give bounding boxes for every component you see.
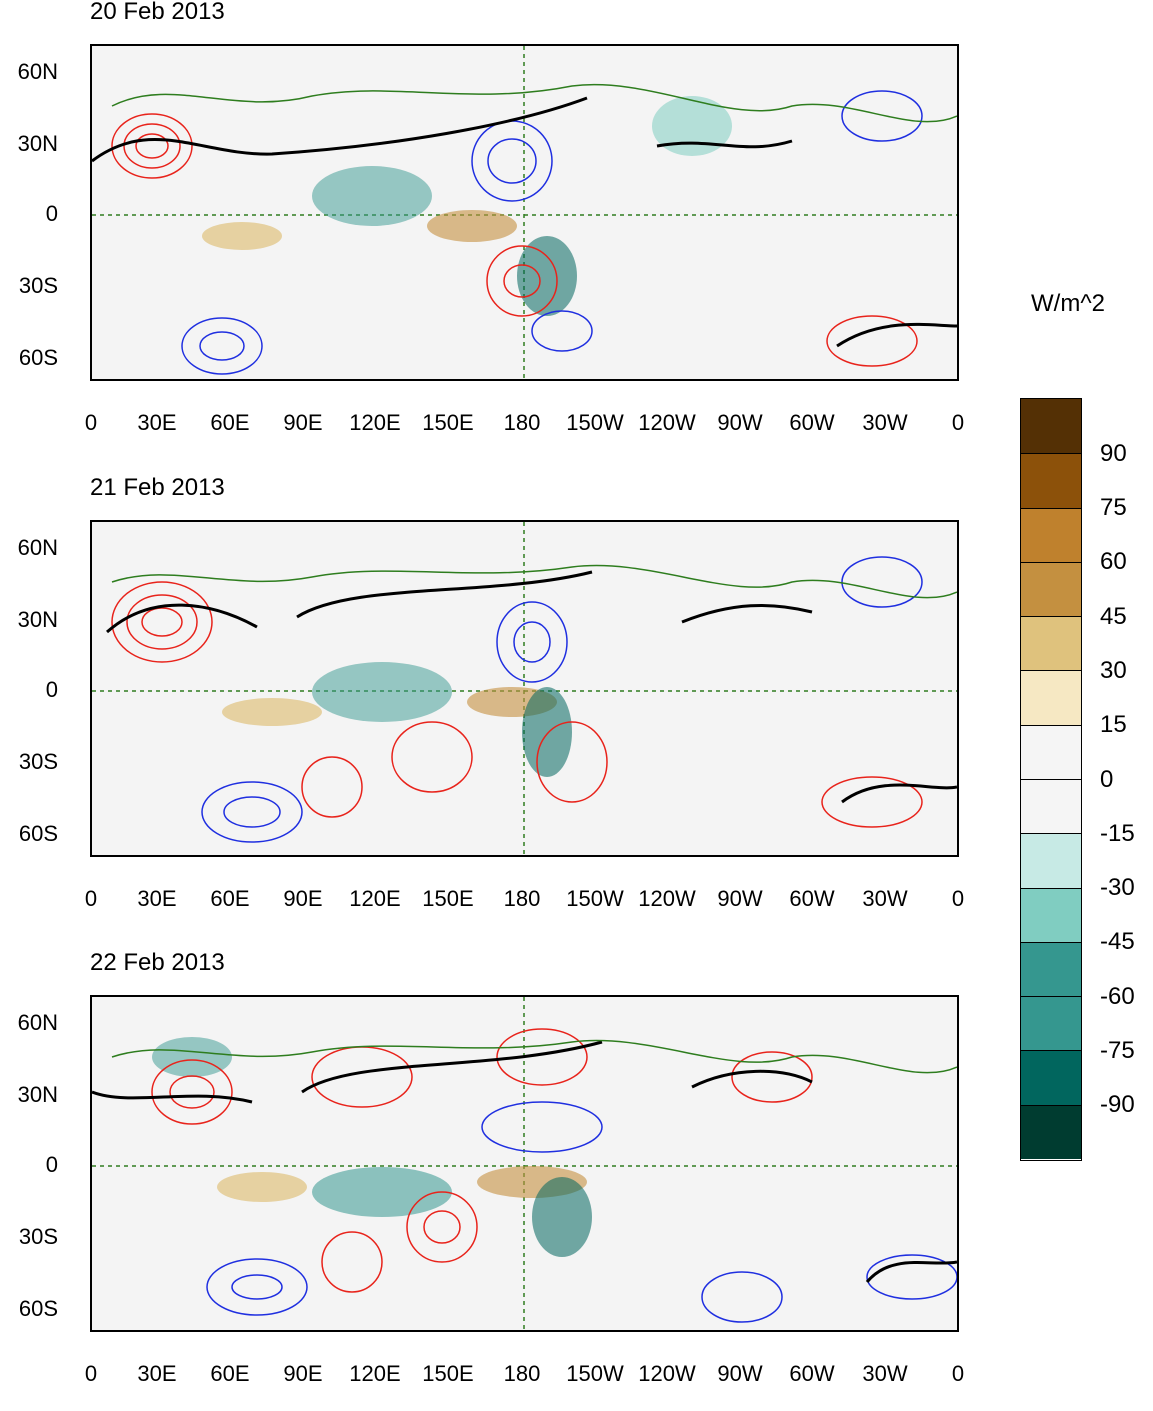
lat-tick: 30S — [18, 1224, 58, 1249]
lon-tick: 180 — [503, 410, 541, 435]
lon-tick: 30E — [137, 1361, 177, 1386]
colorbar — [1020, 398, 1082, 1161]
map-field — [92, 997, 957, 1330]
lon-tick: 180 — [503, 1361, 541, 1386]
lat-tick: 60N — [17, 535, 58, 560]
lon-tick: 120W — [638, 1361, 696, 1386]
panel-22feb: 22 Feb 2013 — [0, 949, 1000, 1411]
lon-tick: 0 — [84, 1361, 98, 1386]
lon-tick: 60W — [789, 1361, 835, 1386]
colorbar-label: -90 — [1100, 1091, 1135, 1119]
colorbar-swatch — [1021, 887, 1081, 942]
colorbar-label: -75 — [1100, 1036, 1135, 1064]
lon-tick: 120E — [349, 886, 401, 911]
colorbar-label: -60 — [1100, 982, 1135, 1010]
lat-tick: 60S — [18, 345, 58, 370]
colorbar-label: -30 — [1100, 874, 1135, 902]
map-plot — [90, 44, 959, 381]
lon-tick: 120E — [349, 410, 401, 435]
lon-tick: 0 — [951, 1361, 965, 1386]
colorbar-label: 90 — [1100, 439, 1127, 467]
panel-21feb: 21 Feb 2013 60N 30N — [0, 474, 1000, 936]
lon-tick: 180 — [503, 886, 541, 911]
colorbar-swatch — [1021, 670, 1081, 725]
lon-tick: 90W — [717, 1361, 763, 1386]
colorbar-swatch — [1021, 616, 1081, 671]
lon-tick: 90E — [283, 1361, 323, 1386]
colorbar-label: 60 — [1100, 548, 1127, 576]
lon-tick: 150W — [566, 1361, 624, 1386]
map-plot — [90, 995, 959, 1332]
colorbar-swatch — [1021, 833, 1081, 888]
lon-tick: 120W — [638, 410, 696, 435]
colorbar-swatch — [1021, 453, 1081, 508]
lon-tick: 60W — [789, 410, 835, 435]
lon-tick: 90E — [283, 410, 323, 435]
colorbar-swatch — [1021, 1104, 1081, 1159]
lon-tick: 60E — [210, 1361, 250, 1386]
lon-tick: 150E — [422, 886, 474, 911]
lon-tick: 0 — [951, 410, 965, 435]
lon-tick: 0 — [951, 886, 965, 911]
panel-title: 22 Feb 2013 — [90, 949, 225, 976]
lon-tick: 0 — [84, 886, 98, 911]
colorbar-swatch — [1021, 779, 1081, 834]
map-field — [92, 522, 957, 855]
panel-title: 21 Feb 2013 — [90, 474, 225, 501]
lon-tick: 90W — [717, 410, 763, 435]
panel-20feb: 20 Feb 2013 60N 30N — [0, 0, 1000, 460]
colorbar-swatch — [1021, 941, 1081, 997]
lon-tick: 30E — [137, 410, 177, 435]
lat-tick: 30S — [18, 749, 58, 774]
lon-tick: 150W — [566, 410, 624, 435]
lon-tick: 30W — [862, 410, 908, 435]
colorbar-swatch — [1021, 507, 1081, 562]
lon-tick: 150E — [422, 410, 474, 435]
lon-tick: 60E — [210, 410, 250, 435]
lon-tick: 60E — [210, 886, 250, 911]
colorbar-swatch — [1021, 996, 1081, 1051]
colorbar-swatch — [1021, 399, 1081, 454]
colorbar-label: 30 — [1100, 656, 1127, 684]
lon-tick: 120W — [638, 886, 696, 911]
lon-tick: 90W — [717, 886, 763, 911]
lat-tick: 60N — [17, 59, 58, 84]
lat-tick: 30N — [17, 1082, 58, 1107]
panel-title: 20 Feb 2013 — [90, 0, 225, 25]
lat-tick: 30S — [18, 273, 58, 298]
colorbar-swatch — [1021, 724, 1081, 779]
map-plot — [90, 520, 959, 857]
lon-tick: 30W — [862, 886, 908, 911]
colorbar-label: 75 — [1100, 494, 1127, 522]
lon-tick: 120E — [349, 1361, 401, 1386]
lat-tick: 60S — [18, 821, 58, 846]
lat-tick: 0 — [45, 1152, 58, 1177]
lon-tick: 150W — [566, 886, 624, 911]
lon-tick: 0 — [84, 410, 98, 435]
lat-tick: 0 — [45, 677, 58, 702]
lon-tick: 30E — [137, 886, 177, 911]
lon-tick: 60W — [789, 886, 835, 911]
colorbar-label: 0 — [1100, 765, 1114, 793]
lon-tick: 90E — [283, 886, 323, 911]
colorbar-swatch — [1021, 1050, 1081, 1105]
colorbar-label: -45 — [1100, 928, 1135, 956]
lat-tick: 60N — [17, 1010, 58, 1035]
map-field — [92, 46, 957, 379]
lon-tick: 30W — [862, 1361, 908, 1386]
colorbar-label: 45 — [1100, 602, 1127, 630]
lat-tick: 30N — [17, 607, 58, 632]
lon-tick: 150E — [422, 1361, 474, 1386]
lat-tick: 0 — [45, 201, 58, 226]
lat-tick: 30N — [17, 131, 58, 156]
colorbar-label: -15 — [1100, 819, 1135, 847]
colorbar-label: 15 — [1100, 711, 1127, 739]
lat-tick: 60S — [18, 1296, 58, 1321]
colorbar-units: W/m^2 — [1031, 290, 1105, 317]
colorbar-swatch — [1021, 561, 1081, 617]
